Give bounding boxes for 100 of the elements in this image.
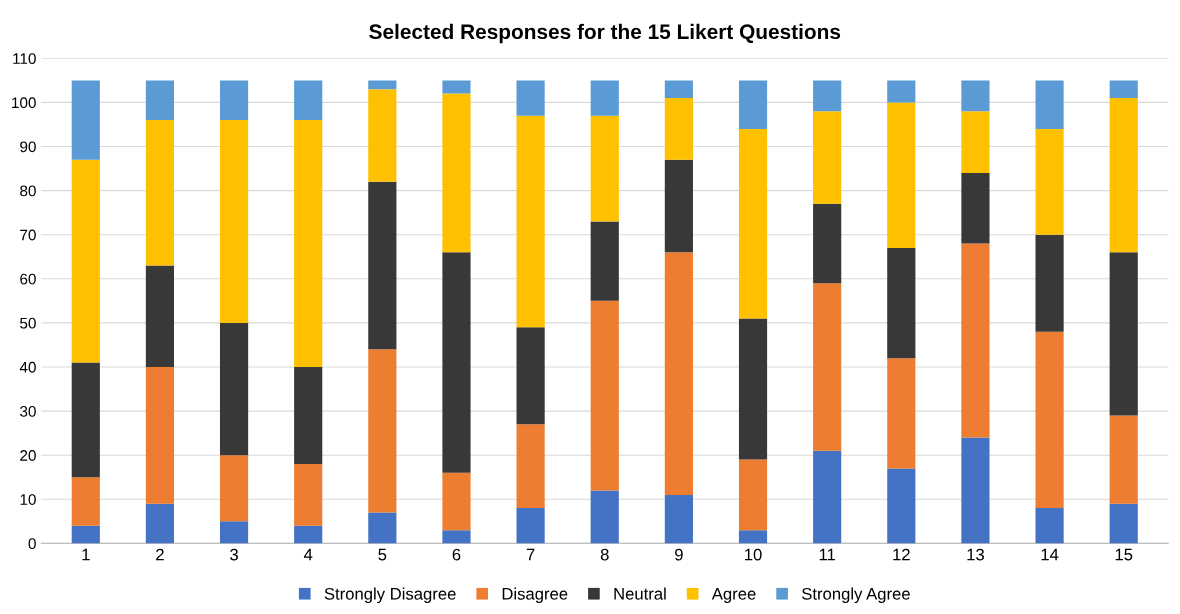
bar: [219, 80, 249, 121]
y-tick-label: 20: [20, 450, 36, 461]
bar: [145, 265, 175, 367]
chart-title: Selected Responses for the 15 Likert Questions: [369, 23, 841, 44]
bar: [368, 89, 397, 182]
bar: [590, 221, 619, 301]
bar: [145, 367, 175, 504]
bar: [1109, 252, 1138, 416]
y-tick-label: 90: [20, 141, 36, 153]
bar: [1109, 80, 1138, 99]
bar: [516, 424, 545, 509]
bar: [738, 459, 768, 531]
x-tick-label: 2: [156, 548, 164, 561]
x-tick-label: 14: [1041, 548, 1059, 561]
bar: [442, 472, 471, 531]
bar: [1109, 503, 1138, 544]
bar: [738, 80, 768, 129]
x-tick-label: 5: [378, 548, 387, 561]
legend-label: Strongly Disagree: [324, 587, 456, 604]
x-tick-label: 7: [526, 548, 535, 561]
bar: [590, 80, 619, 116]
bar: [1035, 331, 1064, 509]
bar: [738, 128, 768, 319]
x-tick-label: 12: [893, 548, 910, 561]
bar: [887, 247, 916, 359]
bar: [294, 464, 323, 526]
bar: [738, 530, 768, 544]
x-tick-label: 3: [230, 548, 238, 561]
x-tick-label: 6: [452, 548, 461, 561]
bar: [664, 80, 693, 99]
bar: [442, 252, 471, 473]
y-tick-label: 70: [20, 229, 36, 241]
bar: [1109, 415, 1138, 504]
bar: [1109, 98, 1138, 253]
bar: [442, 93, 471, 253]
x-tick-label: 9: [675, 548, 683, 561]
x-tick-label: 4: [303, 548, 313, 561]
y-tick-label: 50: [20, 317, 36, 329]
bar: [590, 300, 619, 491]
bar: [887, 358, 916, 469]
y-tick-label: 60: [20, 273, 36, 285]
bar: [145, 80, 175, 121]
bar: [71, 477, 100, 526]
bar: [294, 367, 323, 465]
legend-label: Disagree: [502, 587, 568, 604]
bar: [294, 525, 323, 544]
y-tick-label: 10: [20, 494, 36, 505]
bar: [664, 159, 693, 253]
bar: [664, 494, 693, 544]
bar: [368, 80, 397, 90]
bar: [442, 80, 471, 94]
bar: [813, 450, 842, 544]
bar: [1035, 128, 1064, 235]
bar: [219, 521, 249, 544]
bar: [664, 98, 693, 160]
legend-label: Agree: [711, 588, 756, 604]
bar: [516, 115, 545, 328]
y-tick-label: 100: [12, 97, 36, 109]
bar: [590, 115, 619, 222]
y-tick-label: 110: [13, 53, 36, 65]
bar: [887, 468, 916, 544]
bar: [145, 120, 175, 266]
bar: [294, 80, 323, 121]
bar: [516, 80, 545, 116]
bar: [961, 80, 990, 112]
bar: [219, 455, 249, 522]
bar: [813, 80, 842, 112]
y-tick-label: 40: [19, 361, 36, 373]
bar: [145, 503, 175, 544]
y-tick-label: 80: [20, 185, 36, 197]
bar: [590, 490, 619, 544]
bar: [71, 362, 100, 478]
y-tick-label: 30: [20, 405, 36, 417]
bar: [516, 327, 545, 425]
bar: [813, 283, 842, 451]
legend-label: Neutral: [614, 587, 666, 600]
bar: [1035, 80, 1064, 129]
x-tick-label: 15: [1115, 548, 1133, 561]
bar: [961, 437, 990, 544]
bar: [71, 80, 100, 160]
bar: [71, 159, 100, 363]
bar: [516, 508, 545, 544]
bar: [71, 525, 100, 544]
bar: [887, 102, 916, 248]
x-tick-label: 11: [819, 548, 836, 561]
bar: [1035, 234, 1064, 332]
x-tick-label: 8: [600, 548, 609, 561]
bar: [961, 243, 990, 438]
bar: [961, 111, 990, 173]
bar: [368, 181, 397, 350]
bar: [887, 80, 916, 103]
bar: [738, 318, 768, 460]
bar: [442, 530, 471, 544]
bar: [219, 322, 249, 456]
x-tick-label: 13: [967, 548, 984, 561]
bar: [1035, 508, 1064, 544]
bar: [368, 512, 397, 544]
bar: [813, 203, 842, 284]
bar: [219, 120, 249, 323]
bar: [961, 172, 990, 244]
